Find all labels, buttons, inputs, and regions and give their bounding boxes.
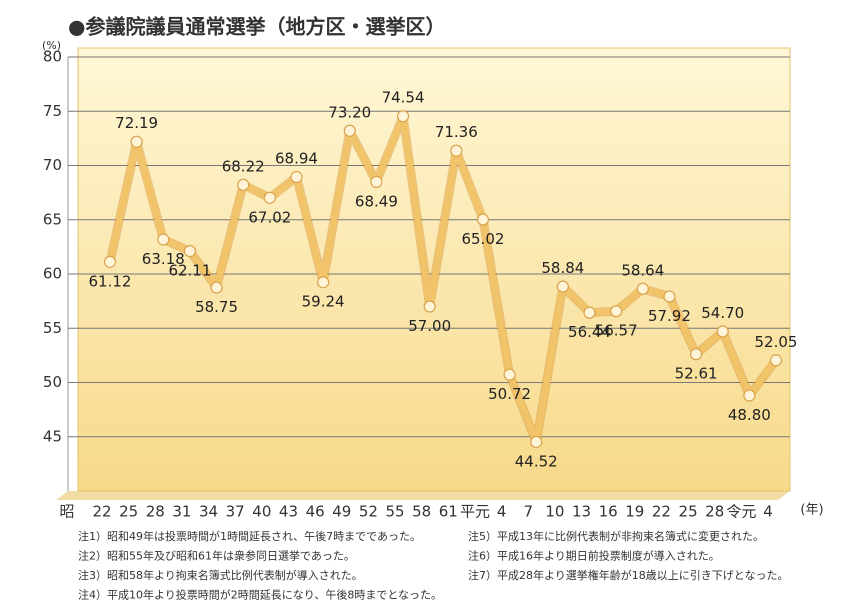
- x-tick-label: 13: [572, 503, 591, 521]
- y-tick-label: 60: [43, 265, 62, 283]
- value-label: 67.02: [248, 208, 291, 226]
- x-tick-label: 19: [625, 503, 644, 521]
- x-tick-label: 平元: [460, 503, 490, 521]
- y-unit: (%): [42, 39, 61, 52]
- x-tick-label: 49: [332, 503, 351, 521]
- y-tick-label: 75: [43, 102, 62, 120]
- value-label: 58.64: [621, 261, 664, 279]
- point: [610, 305, 623, 318]
- value-label: 62.11: [168, 262, 211, 280]
- point: [530, 435, 543, 449]
- point: [503, 368, 516, 381]
- point: [317, 276, 330, 289]
- value-label: 73.20: [328, 103, 371, 121]
- value-label: 57.00: [408, 317, 451, 335]
- value-label: 52.61: [675, 365, 718, 383]
- y-tick-label: 80: [43, 48, 62, 66]
- y-tick-label: 45: [43, 427, 62, 445]
- x-tick-label: 55: [385, 503, 404, 521]
- floor: [56, 491, 790, 500]
- note: 注7）平成28年より選挙権年齢が18歳以上に引き下げとなった。: [468, 568, 788, 582]
- x-tick-label: 10: [545, 503, 564, 521]
- value-label: 58.75: [195, 298, 238, 316]
- note: 注4）平成10年より投票時間が2時間延長になり、午後8時までとなった。: [78, 588, 442, 602]
- y-tick-label: 65: [43, 210, 62, 228]
- x-unit: (年): [800, 503, 823, 518]
- x-tick-label: 25: [119, 503, 138, 521]
- point: [556, 280, 569, 293]
- point: [103, 255, 117, 268]
- x-tick-label: 58: [412, 503, 431, 521]
- value-label: 68.49: [355, 192, 398, 210]
- value-label: 52.05: [755, 333, 798, 351]
- point: [583, 306, 596, 319]
- value-label: 56.57: [595, 322, 638, 340]
- point: [263, 191, 276, 204]
- point: [370, 175, 383, 188]
- value-label: 56.44: [568, 323, 611, 341]
- note: 注5）平成13年に比例代表制が非拘束名簿式に変更された。: [468, 529, 764, 543]
- x-tick-label: 61: [439, 503, 458, 521]
- point: [769, 354, 783, 367]
- x-tick-label: 34: [199, 503, 218, 521]
- point: [636, 282, 649, 295]
- point: [689, 348, 703, 361]
- value-label: 63.18: [142, 250, 185, 268]
- x-tick-label: 4: [763, 503, 773, 521]
- note: 注1）昭和49年は投票時間が1時間延長され、午後7時までであった。: [78, 529, 421, 543]
- point: [290, 170, 303, 184]
- y-tick-label: 55: [43, 319, 62, 337]
- x-era-label: 昭: [59, 503, 74, 521]
- value-label: 48.80: [728, 406, 771, 424]
- value-label: 58.84: [541, 259, 584, 277]
- x-tick-label: 28: [146, 503, 165, 521]
- value-label: 72.19: [115, 114, 158, 132]
- x-tick-label: 37: [226, 503, 245, 521]
- value-label: 71.36: [435, 123, 478, 141]
- point: [343, 124, 356, 137]
- point: [450, 144, 463, 157]
- value-label: 68.94: [275, 150, 318, 168]
- value-label: 74.54: [382, 89, 425, 107]
- point: [396, 110, 410, 123]
- note: 注3）昭和58年より拘束名簿式比例代表制が導入された。: [78, 568, 363, 582]
- x-tick-label: 43: [279, 503, 298, 521]
- value-label: 65.02: [461, 230, 504, 248]
- x-tick-label: 46: [306, 503, 325, 521]
- x-tick-label: 22: [92, 503, 111, 521]
- point: [237, 178, 250, 191]
- point: [157, 233, 170, 246]
- x-tick-label: 28: [705, 503, 724, 521]
- value-label: 54.70: [701, 304, 744, 322]
- note: 注6）平成16年より期日前投票制度が導入された。: [468, 549, 720, 563]
- x-tick-label: 31: [172, 503, 191, 521]
- point: [743, 389, 756, 402]
- note: 注2）昭和55年及び昭和61年は衆参同日選挙であった。: [78, 549, 355, 563]
- chart-title: ●参議院議員通常選挙（地方区・選挙区）: [68, 15, 445, 39]
- x-tick-label: 40: [252, 503, 271, 521]
- point: [423, 300, 436, 313]
- x-tick-label: 16: [599, 503, 618, 521]
- y-tick-label: 70: [43, 156, 62, 174]
- x-tick-label: 令元: [726, 503, 756, 521]
- point: [663, 290, 676, 303]
- value-label: 59.24: [302, 293, 345, 311]
- point: [716, 325, 729, 338]
- x-tick-label: 22: [652, 503, 671, 521]
- value-label: 57.92: [648, 307, 691, 325]
- y-tick-label: 50: [43, 373, 62, 391]
- x-tick-label: 52: [359, 503, 378, 521]
- point: [210, 281, 223, 294]
- value-label: 44.52: [515, 452, 558, 470]
- x-tick-label: 7: [523, 503, 533, 521]
- x-tick-label: 4: [497, 503, 507, 521]
- value-label: 50.72: [488, 385, 531, 403]
- value-label: 68.22: [222, 157, 265, 175]
- point: [183, 245, 197, 258]
- point: [476, 213, 490, 226]
- point: [130, 135, 143, 148]
- value-label: 61.12: [89, 272, 132, 290]
- x-tick-label: 25: [679, 503, 698, 521]
